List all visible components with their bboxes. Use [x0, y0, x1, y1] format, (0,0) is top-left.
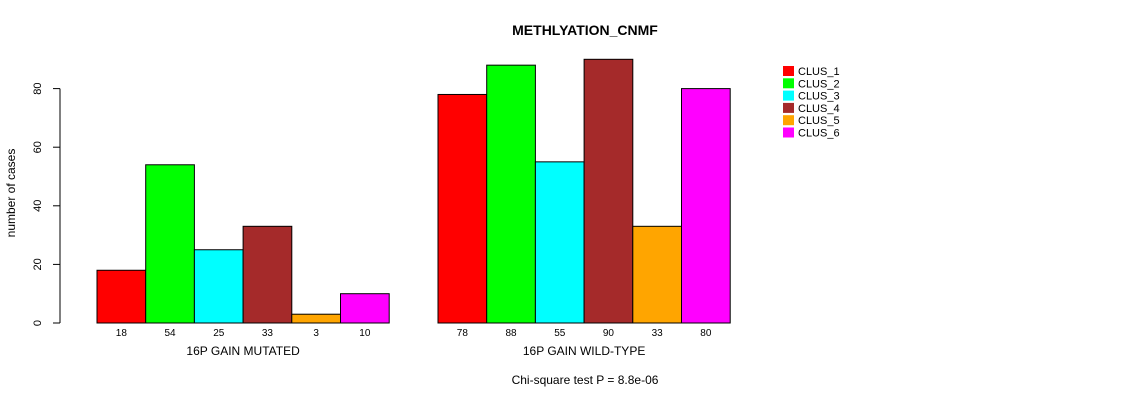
- y-axis-label: number of cases: [4, 149, 18, 238]
- bar-clus-4: [242, 225, 293, 324]
- legend-swatch: [783, 66, 794, 76]
- legend-label: CLUS_1: [798, 66, 840, 78]
- bar-count-label: 10: [359, 328, 371, 339]
- bar-clus-5: [632, 225, 682, 324]
- chi-square-footer: Chi-square test P = 8.8e-06: [512, 373, 659, 387]
- chart-title: METHLYATION_CNMF: [512, 22, 658, 38]
- bar-clus-6: [340, 293, 390, 324]
- legend-swatch: [783, 102, 794, 113]
- bar-count-label: 78: [457, 328, 469, 339]
- bar-clus-2: [486, 64, 536, 324]
- legend-label: CLUS_4: [798, 103, 840, 115]
- bar-clus-3: [534, 161, 585, 324]
- legend-swatch: [783, 115, 794, 126]
- bar-count-label: 80: [700, 328, 712, 339]
- legend-swatch: [783, 78, 794, 89]
- group-label: 16P GAIN WILD-TYPE: [523, 344, 645, 358]
- bar-value-labels: 18 54 25 33 3 10 78 88 55 90 33 80: [116, 328, 712, 339]
- y-axis: 0 20 40 60 80: [32, 82, 61, 326]
- bar-count-label: 33: [262, 328, 274, 339]
- bar-count-label: 88: [505, 328, 517, 339]
- legend-swatch: [783, 90, 794, 101]
- legend-label: CLUS_5: [798, 115, 840, 127]
- bar-clus-2: [145, 164, 195, 324]
- bar-clus-3: [193, 249, 244, 324]
- bar-count-label: 3: [313, 328, 319, 339]
- bar-clus-1: [96, 269, 147, 324]
- bar-count-label: 55: [554, 328, 566, 339]
- bars-layer: [96, 58, 731, 324]
- y-tick-label: 60: [32, 141, 44, 153]
- bar-clus-4: [583, 58, 634, 324]
- y-tick-label: 80: [32, 82, 44, 94]
- bar-count-label: 90: [603, 328, 615, 339]
- group-label: 16P GAIN MUTATED: [186, 344, 300, 358]
- bar-count-label: 25: [213, 328, 225, 339]
- y-tick-label: 0: [32, 320, 44, 326]
- bar-clus-1: [437, 93, 488, 324]
- bar-count-label: 54: [164, 328, 176, 339]
- bar-clus-5: [291, 313, 341, 324]
- bar-clus-6: [681, 88, 731, 324]
- legend-swatch: [783, 127, 794, 138]
- legend-label: CLUS_2: [798, 78, 840, 90]
- legend-label: CLUS_6: [798, 128, 840, 140]
- y-tick-label: 40: [32, 200, 44, 212]
- y-tick-label: 20: [32, 258, 44, 270]
- group-labels: 16P GAIN MUTATED 16P GAIN WILD-TYPE: [186, 344, 645, 358]
- bar-count-label: 18: [116, 328, 128, 339]
- legend-label: CLUS_3: [798, 91, 840, 103]
- bar-count-label: 33: [652, 328, 664, 339]
